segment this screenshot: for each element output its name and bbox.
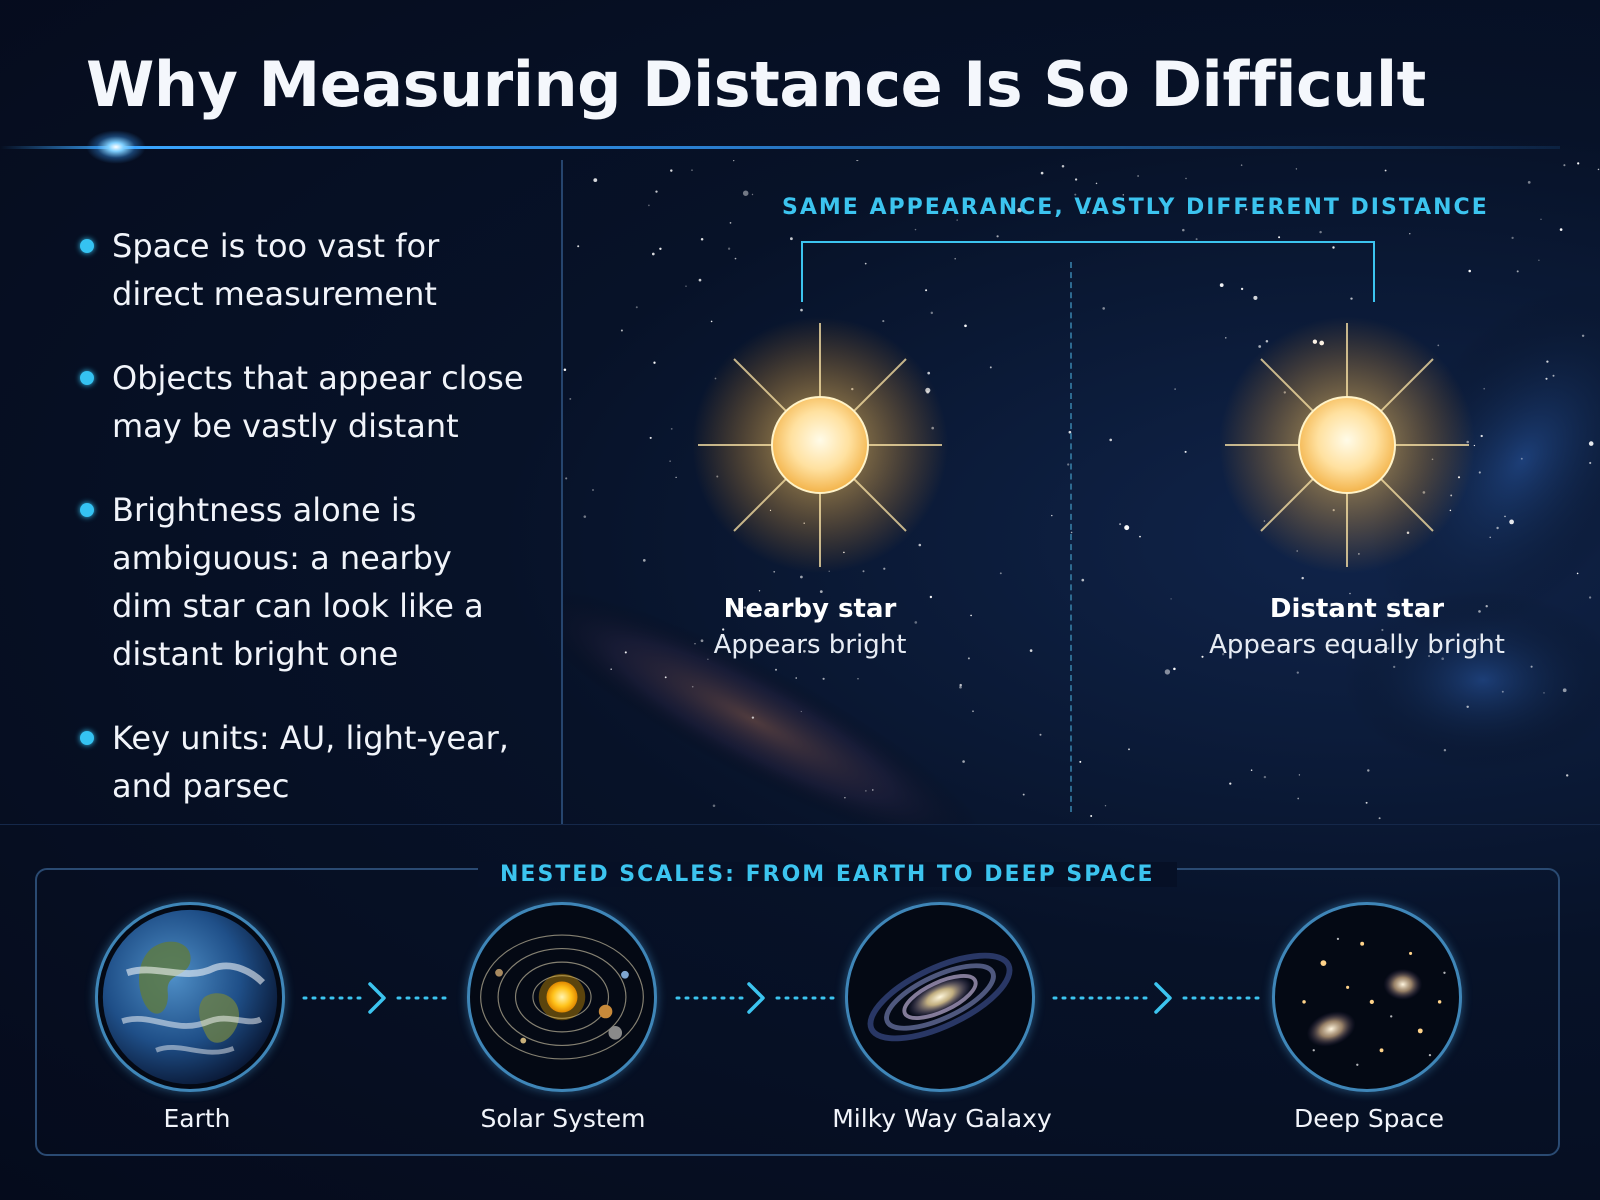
scale-connector-arrow-icon (675, 982, 835, 1014)
nearby-star-desc: Appears bright (713, 630, 907, 660)
nested-scales-title: NESTED SCALES: FROM EARTH TO DEEP SPACE (478, 862, 1177, 887)
bullet-item: Brightness alone is ambiguous: a nearby … (80, 486, 550, 678)
bullet-item: Key units: AU, light-year, and parsec (80, 714, 550, 810)
vertical-divider (561, 160, 563, 825)
distant-star-icon (1219, 317, 1475, 573)
page-title: Why Measuring Distance Is So Difficult (86, 48, 1426, 121)
title-underline (0, 146, 1560, 149)
bullet-line: Objects that appear close (112, 359, 524, 397)
bullet-line: and parsec (112, 767, 290, 805)
distant-star-name: Distant star (1269, 594, 1445, 624)
comparison-bracket (801, 241, 1375, 302)
bullet-line: dim star can look like a (112, 587, 484, 625)
scale-connector-arrow-icon (302, 982, 452, 1014)
scale-connector-arrow-icon (1052, 982, 1262, 1014)
bullet-line: Space is too vast for (112, 227, 440, 265)
bullet-list: Space is too vast for direct measurement… (80, 222, 550, 810)
dashed-divider (1070, 262, 1072, 812)
bullet-dot-icon (80, 371, 94, 385)
deep-space-icon (1272, 902, 1462, 1092)
scale-label-galaxy: Milky Way Galaxy (832, 1104, 1052, 1133)
nearby-star-name: Nearby star (723, 594, 897, 624)
horizontal-divider (0, 824, 1600, 825)
bullet-line: Key units: AU, light-year, (112, 719, 509, 757)
scale-label-earth: Earth (163, 1104, 231, 1133)
bullet-line: distant bright one (112, 635, 399, 673)
galaxy-icon (845, 902, 1035, 1092)
nearby-star-icon (692, 317, 948, 573)
bullet-item: Space is too vast for direct measurement (80, 222, 550, 318)
bullet-line: may be vastly distant (112, 407, 459, 445)
nearby-star-label: Nearby star Appears bright (640, 591, 980, 663)
comparison-title: SAME APPEARANCE, VASTLY DIFFERENT DISTAN… (782, 195, 1489, 220)
bullet-dot-icon (80, 731, 94, 745)
scale-label-solar-system: Solar System (480, 1104, 646, 1133)
distant-star-desc: Appears equally bright (1209, 630, 1505, 660)
earth-icon (95, 902, 285, 1092)
distant-star-label: Distant star Appears equally bright (1177, 591, 1537, 663)
bullet-item: Objects that appear close may be vastly … (80, 354, 550, 450)
scale-label-deep-space: Deep Space (1293, 1104, 1444, 1133)
solar-system-icon (467, 902, 657, 1092)
bullet-line: Brightness alone is (112, 491, 417, 529)
title-flare (86, 130, 146, 164)
bullet-dot-icon (80, 503, 94, 517)
bullet-line: direct measurement (112, 275, 437, 313)
bullet-line: ambiguous: a nearby (112, 539, 452, 577)
bullet-dot-icon (80, 239, 94, 253)
